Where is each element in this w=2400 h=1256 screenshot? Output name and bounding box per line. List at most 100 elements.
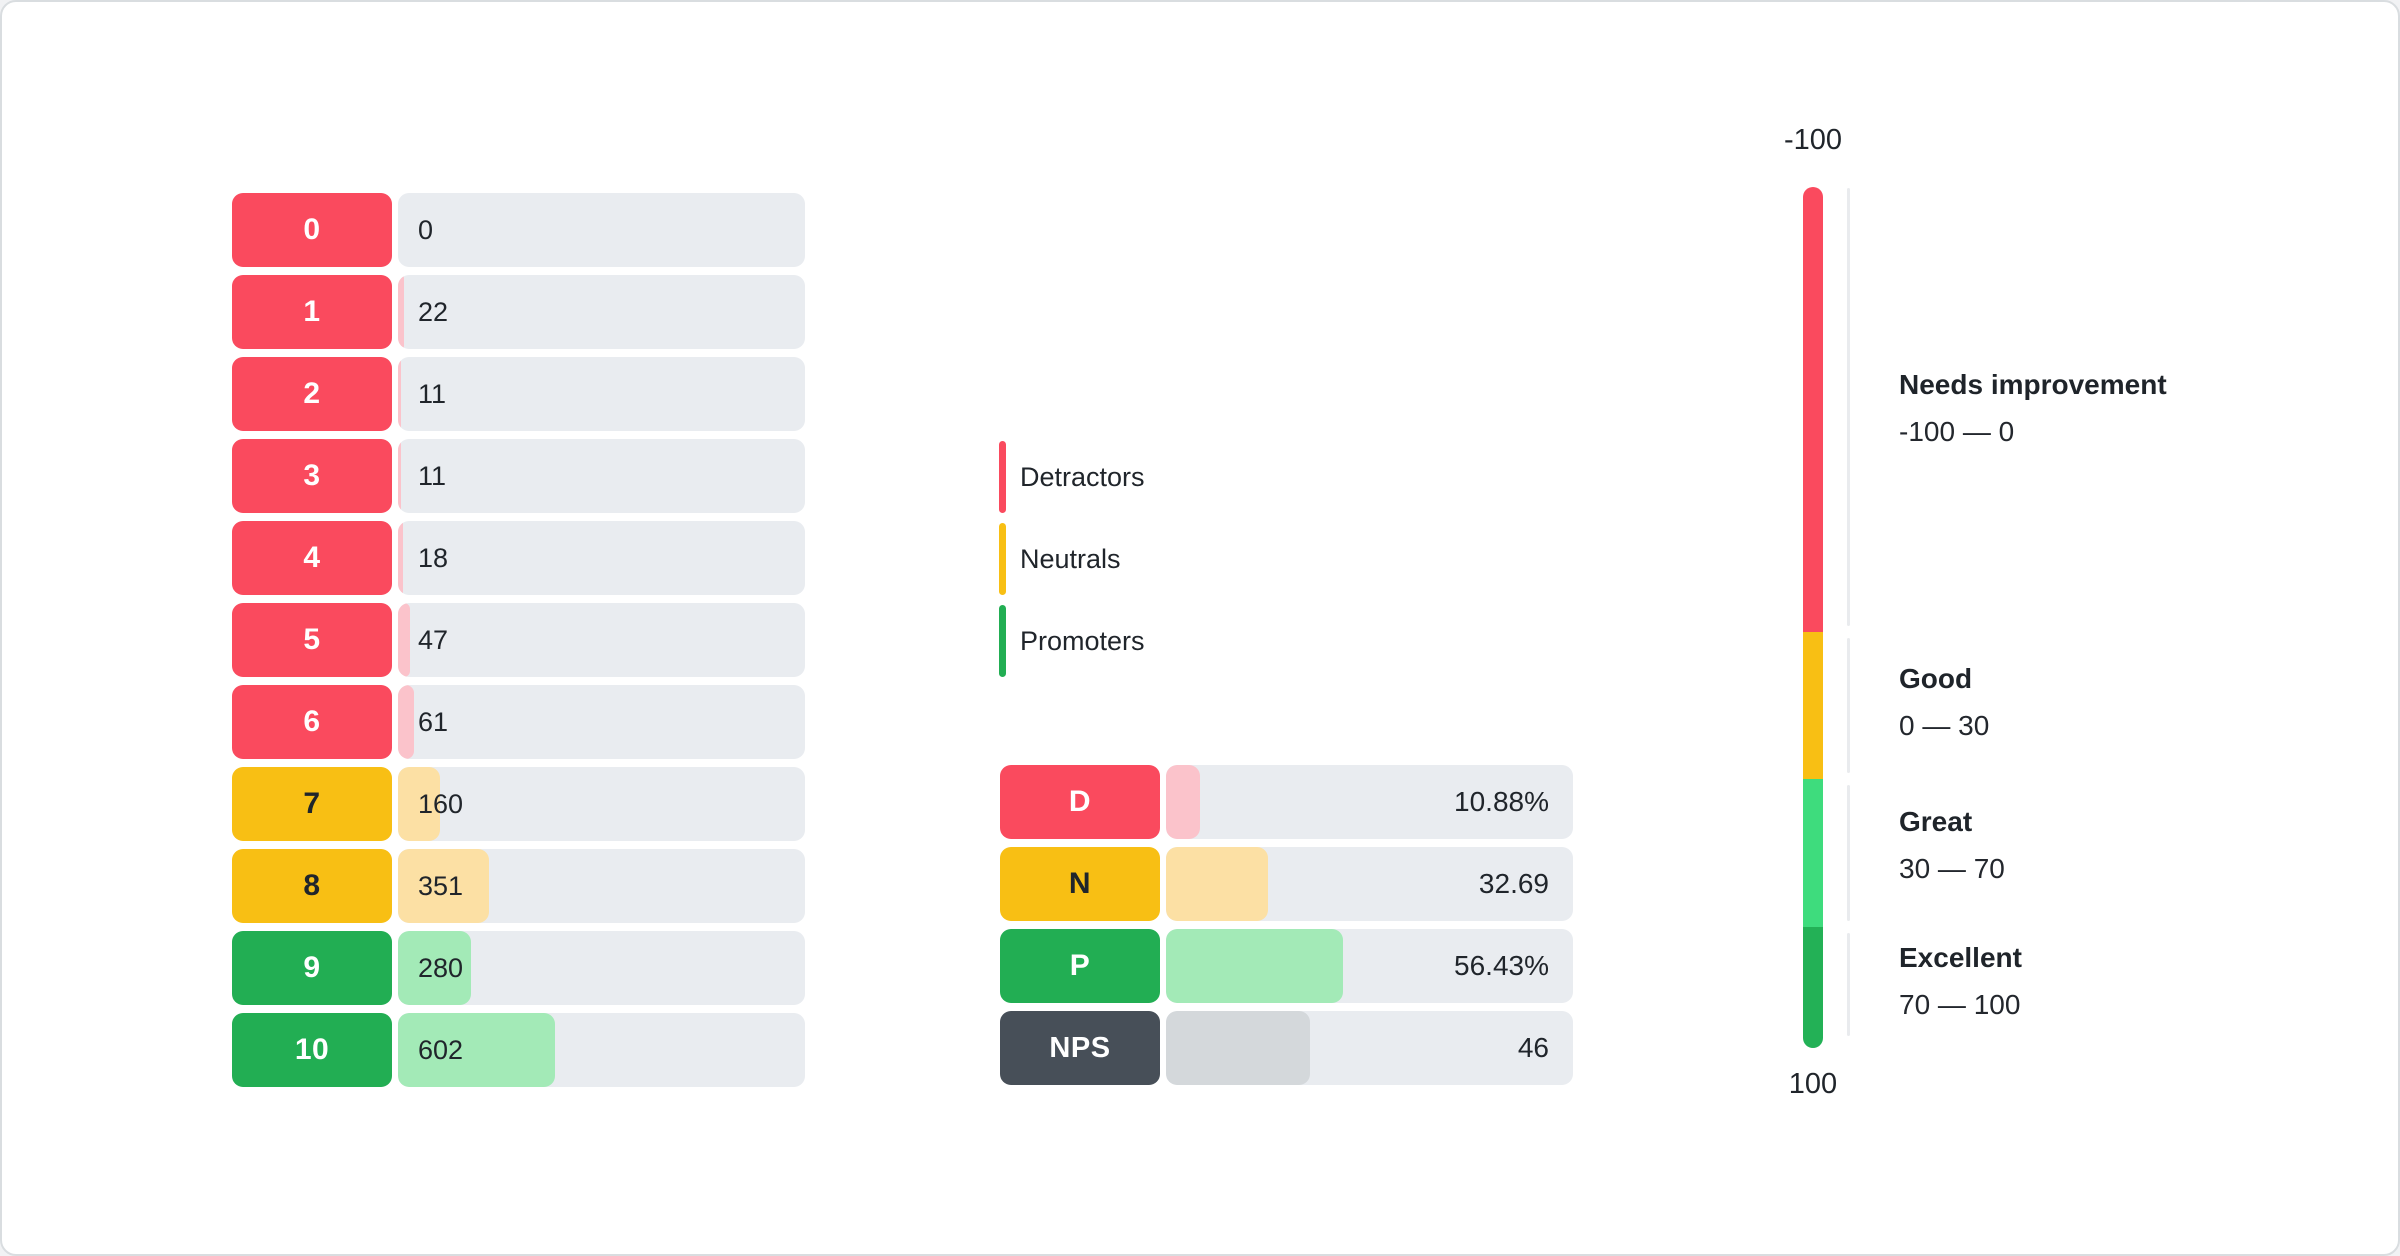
gauge-zone-range: 30 — 70: [1899, 853, 2005, 884]
legend-item-detractor[interactable]: Detractors: [999, 441, 1145, 513]
score-chip: 8: [232, 849, 392, 923]
gauge-zone-label-2: Good 0 — 30: [1899, 660, 1989, 745]
summary-chip: P: [1000, 929, 1160, 1003]
summary-row-nps[interactable]: NPS 46: [1000, 1011, 1573, 1085]
distribution-row-6[interactable]: 6 61: [232, 685, 805, 759]
score-chip: 4: [232, 521, 392, 595]
gauge-zone-needs-improvement: [1803, 187, 1823, 633]
distribution-fill: [398, 1013, 555, 1087]
distribution-track: [398, 275, 805, 349]
summary-fill: [1166, 765, 1201, 839]
neutral-legend-tick: [999, 523, 1006, 595]
summary-track: [1166, 765, 1573, 839]
legend-label: Promoters: [1020, 625, 1145, 656]
gauge-zone-good: [1803, 632, 1823, 780]
distribution-row-2[interactable]: 2 11: [232, 357, 805, 431]
distribution-track: [398, 193, 805, 267]
distribution-fill: [398, 521, 403, 595]
distribution-value: 351: [418, 870, 464, 901]
gauge-separator-segment: [1847, 638, 1850, 773]
distribution-fill: [398, 439, 401, 513]
distribution-row-4[interactable]: 4 18: [232, 521, 805, 595]
distribution-value: 280: [418, 952, 464, 983]
gauge-max-label: -100: [1783, 124, 1843, 156]
distribution-fill: [398, 603, 411, 677]
distribution-row-5[interactable]: 5 47: [232, 603, 805, 677]
distribution-fill: [398, 685, 414, 759]
distribution-track: [398, 521, 805, 595]
distribution-track: [398, 1013, 805, 1087]
distribution-value: 11: [418, 378, 447, 409]
detractor-legend-tick: [999, 441, 1006, 513]
distribution-row-3[interactable]: 3 11: [232, 439, 805, 513]
distribution-value: 22: [418, 296, 449, 327]
distribution-fill: [398, 767, 440, 841]
summary-row-n[interactable]: N 32.69: [1000, 847, 1573, 921]
distribution-track: [398, 603, 805, 677]
promoter-legend-tick: [999, 605, 1006, 677]
distribution-row-9[interactable]: 9 280: [232, 931, 805, 1005]
distribution-row-7[interactable]: 7 160: [232, 767, 805, 841]
gauge-zone-range: 70 — 100: [1899, 989, 2021, 1020]
gauge-separator-segment: [1847, 188, 1850, 626]
gauge-bar: [1803, 187, 1823, 1048]
distribution-fill: [398, 357, 401, 431]
distribution-track: [398, 767, 805, 841]
summary-value: 10.88%: [1454, 786, 1549, 817]
gauge-zone-excellent: [1803, 927, 1823, 1048]
summary-fill: [1166, 847, 1269, 921]
distribution-fill: [398, 849, 490, 923]
gauge-zone-title: Needs improvement: [1899, 369, 2167, 400]
summary-value: 56.43%: [1454, 950, 1549, 981]
distribution-row-10[interactable]: 10 602: [232, 1013, 805, 1087]
gauge-zone-title: Excellent: [1899, 942, 2022, 973]
summary-value: 32.69: [1478, 868, 1549, 899]
legend-item-neutral[interactable]: Neutrals: [999, 523, 1121, 595]
score-chip: 9: [232, 931, 392, 1005]
gauge-zone-label-4: Excellent 70 — 100: [1899, 939, 2022, 1024]
summary-chip: NPS: [1000, 1011, 1160, 1085]
summary-track: [1166, 847, 1573, 921]
gauge-separator-segment: [1847, 785, 1850, 921]
gauge-zone-range: 0 — 30: [1899, 710, 1990, 741]
gauge-min-label: 100: [1788, 1068, 1838, 1100]
gauge-zone-range: -100 — 0: [1899, 416, 2015, 447]
legend-label: Neutrals: [1020, 543, 1121, 574]
summary-row-p[interactable]: P 56.43%: [1000, 929, 1573, 1003]
summary-fill: [1166, 1011, 1310, 1085]
score-chip: 10: [232, 1013, 392, 1087]
distribution-value: 18: [418, 542, 449, 573]
gauge-zone-title: Great: [1899, 806, 1973, 837]
score-chip: 1: [232, 275, 392, 349]
distribution-value: 0: [418, 214, 434, 245]
score-chip: 5: [232, 603, 392, 677]
distribution-value: 602: [418, 1034, 464, 1065]
distribution-track: [398, 685, 805, 759]
distribution-track: [398, 439, 805, 513]
summary-chip: N: [1000, 847, 1160, 921]
distribution-row-1[interactable]: 1 22: [232, 275, 805, 349]
summary-row-d[interactable]: D 10.88%: [1000, 765, 1573, 839]
distribution-row-8[interactable]: 8 351: [232, 849, 805, 923]
distribution-track: [398, 357, 805, 431]
gauge-zone-label-3: Great 30 — 70: [1899, 803, 2005, 888]
distribution-value: 160: [418, 788, 464, 819]
score-chip: 2: [232, 357, 392, 431]
summary-fill: [1166, 929, 1343, 1003]
legend-label: Detractors: [1020, 461, 1145, 492]
gauge-zone-label-1: Needs improvement -100 — 0: [1899, 366, 2167, 451]
summary-value: 46: [1517, 1032, 1549, 1063]
gauge-zone-great: [1803, 779, 1823, 928]
distribution-fill: [398, 275, 404, 349]
distribution-value: 47: [418, 624, 449, 655]
distribution-fill: [398, 931, 471, 1005]
gauge-separator-segment: [1847, 933, 1850, 1036]
legend-item-promoter[interactable]: Promoters: [999, 605, 1145, 677]
score-chip: 6: [232, 685, 392, 759]
distribution-value: 11: [418, 460, 447, 491]
score-chip: 7: [232, 767, 392, 841]
score-chip: 3: [232, 439, 392, 513]
